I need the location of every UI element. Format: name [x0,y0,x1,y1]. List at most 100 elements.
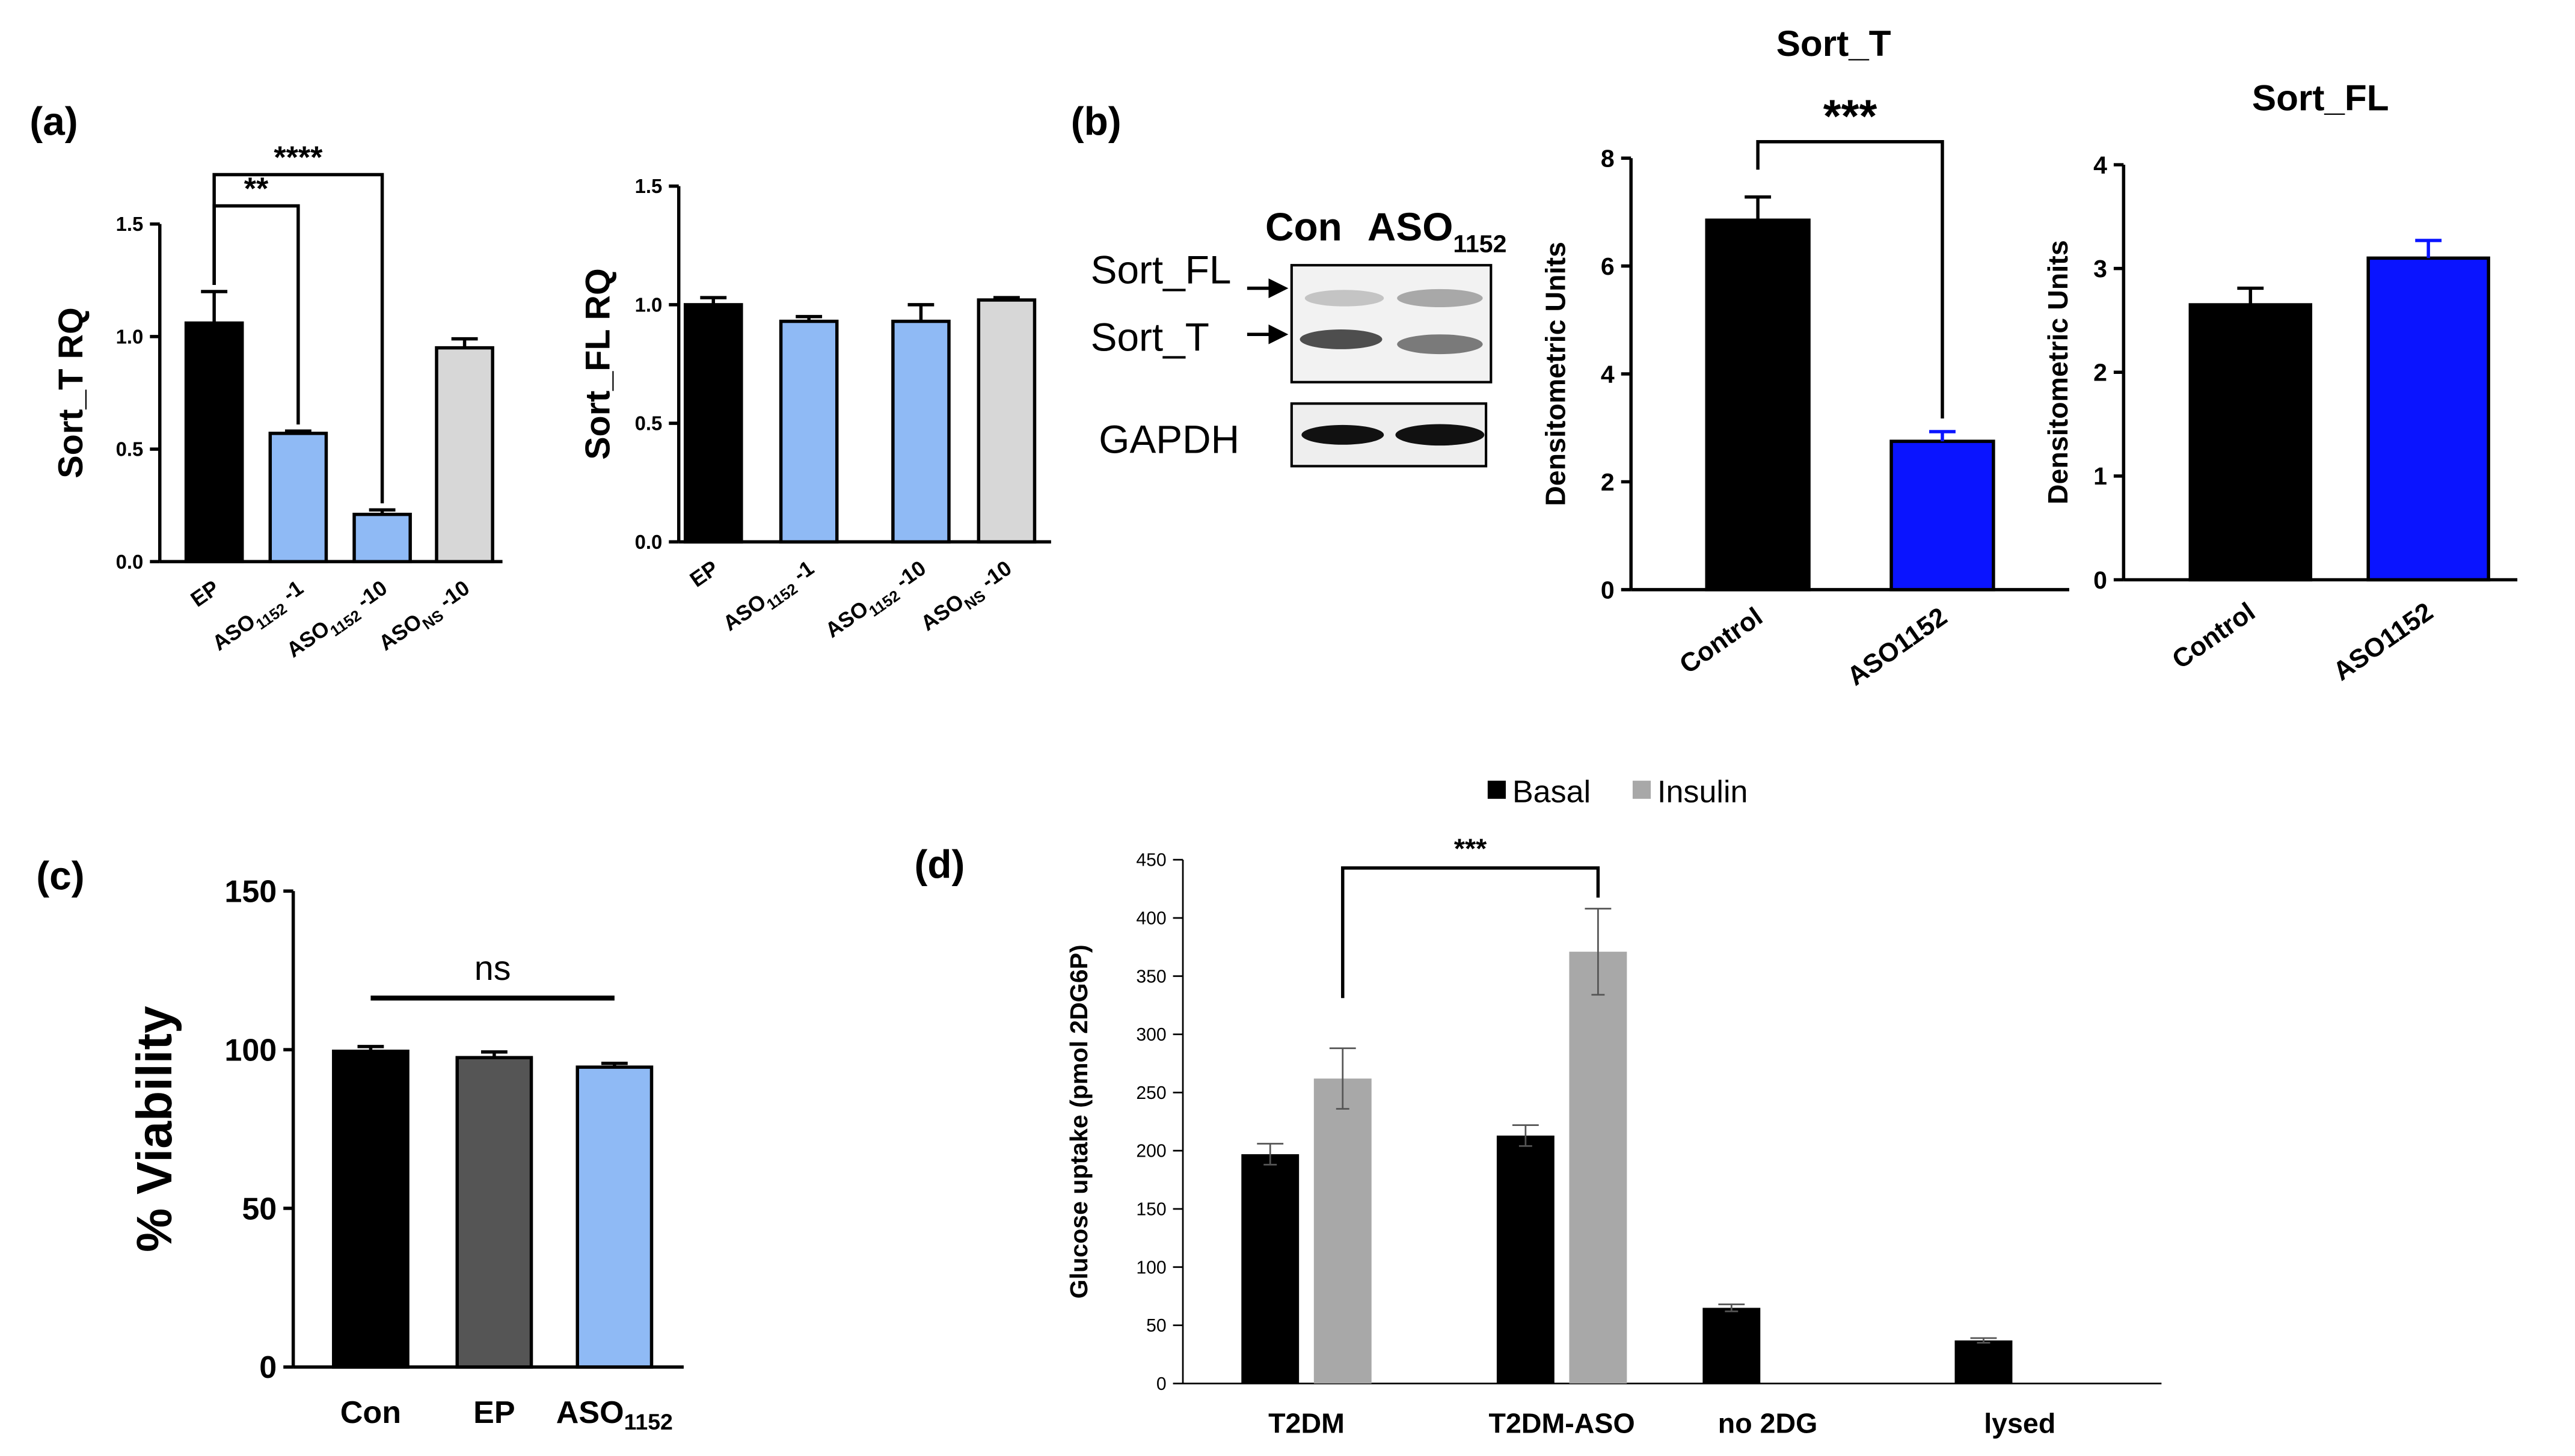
bar [1889,439,1995,592]
significance-bracket [212,173,384,504]
bar-basal [1954,1340,2013,1384]
panel-label-c: (c) [36,853,84,898]
y-tick-label: 0 [1156,1374,1167,1394]
y-tick-label: 150 [224,874,277,909]
y-tick-label: 2 [1601,468,1615,496]
bar [683,303,743,544]
significance-label: ns [474,949,511,988]
legend-label-insulin: Insulin [1657,774,1748,809]
bar-basal [1496,1135,1555,1384]
blot-band-aso-sort-fl [1397,289,1483,308]
bar [455,1056,533,1369]
bar-basal [1241,1154,1300,1384]
bar-insulin [1569,952,1627,1384]
y-tick-label: 8 [1601,144,1615,172]
y-tick-label: 100 [1136,1258,1166,1277]
y-tick-label: 1.5 [116,213,144,235]
panel-label-b: (b) [1071,99,1122,144]
y-tick-label: 50 [242,1191,277,1226]
y-axis-label: Sort_T RQ [52,307,90,478]
y-axis-label: Sort_FL RQ [579,268,618,460]
bar-basal [1702,1308,1761,1384]
bar [2366,256,2490,582]
y-tick-label: 0.5 [116,438,144,460]
bar [184,321,244,564]
y-tick-label: 250 [1136,1083,1166,1103]
blot-band-con-sort-fl [1304,290,1384,307]
x-tick-label: Con [340,1395,401,1430]
blot-band-aso-sort-t [1397,334,1483,355]
significance-bracket [1341,866,1600,999]
y-tick-label: 0 [259,1350,277,1385]
bar [332,1050,410,1369]
y-tick-label: 100 [224,1033,277,1068]
y-axis-label: Densitometric Units [1540,242,1571,506]
y-tick-label: 1.5 [635,175,663,197]
blot-frame-sort [1290,264,1493,384]
panel-label-a: (a) [29,99,78,144]
blot-arrowhead-sort-t [1268,324,1289,344]
y-tick-label: 350 [1136,967,1166,986]
y-tick-label: 150 [1136,1200,1166,1220]
x-tick-label: EP [473,1395,515,1430]
blot-lane-label-aso: ASO1152 [1367,204,1507,257]
y-tick-label: 0 [2093,566,2107,594]
chart-title: Sort_T [1776,23,1891,64]
bar [977,298,1037,544]
significance-label: ** [244,172,269,207]
bar-insulin [1313,1078,1372,1384]
y-axis-label: % Viability [127,1006,182,1252]
y-tick-label: 0.5 [635,412,663,435]
legend-swatch-insulin [1632,780,1651,799]
y-tick-label: 0.0 [116,551,144,573]
significance-label: **** [274,141,323,176]
blot-arrowhead-sort-fl [1268,278,1289,298]
y-tick-label: 4 [2093,151,2107,179]
chart-d: 0 50 100 150 200 250 300 350 400 450 Glucose uptak… [1065,774,2162,1439]
chart-title: Sort_FL [2252,78,2389,118]
chart-c: 0 50 100 150 % Viability Con EP ASO1152 ns [127,874,684,1434]
blot-band-con-sort-t [1300,329,1383,349]
x-tick-label: lysed [1984,1408,2055,1439]
y-tick-label: 450 [1136,851,1166,870]
x-tick-label: T2DM [1268,1408,1345,1439]
panel-label-d: (d) [914,842,965,886]
blot-band-label-sort-t: Sort_T [1091,315,1209,359]
blot-band-label-sort-fl: Sort_FL [1091,247,1232,292]
bar [1705,218,1811,592]
bar [575,1065,654,1369]
y-tick-label: 200 [1136,1142,1166,1161]
bar [435,346,494,564]
y-axis-label: Densitometric Units [2042,240,2073,504]
y-axis-label: Glucose uptake (pmol 2DG6P) [1065,944,1093,1298]
significance-label: *** [1823,91,1877,142]
y-tick-label: 1 [2093,462,2107,490]
blot-band-aso-gapdh [1395,424,1485,446]
x-tick-label: ASO1152 [556,1395,673,1434]
y-tick-label: 6 [1601,252,1615,280]
y-tick-label: 50 [1146,1316,1167,1336]
bar [268,432,328,564]
y-tick-label: 0 [1601,576,1615,604]
bar [352,512,412,564]
bar [779,319,839,544]
bar [891,319,951,544]
y-tick-label: 4 [1601,360,1615,388]
y-tick-label: 300 [1136,1025,1166,1045]
western-blot: Con ASO1152 Sort_FL Sort_T GAPDH [1091,204,1507,468]
legend-swatch-basal [1487,780,1506,799]
y-tick-label: 2 [2093,359,2107,387]
x-tick-label: T2DM-ASO [1489,1408,1635,1439]
x-tick-label: no 2DG [1718,1408,1818,1439]
y-tick-label: 3 [2093,255,2107,283]
legend-label-basal: Basal [1512,774,1591,809]
y-tick-label: 1.0 [635,293,663,316]
blot-band-con-gapdh [1301,424,1384,445]
significance-bracket [1756,139,1944,419]
y-tick-label: 0.0 [635,531,663,553]
bar [2188,303,2313,582]
